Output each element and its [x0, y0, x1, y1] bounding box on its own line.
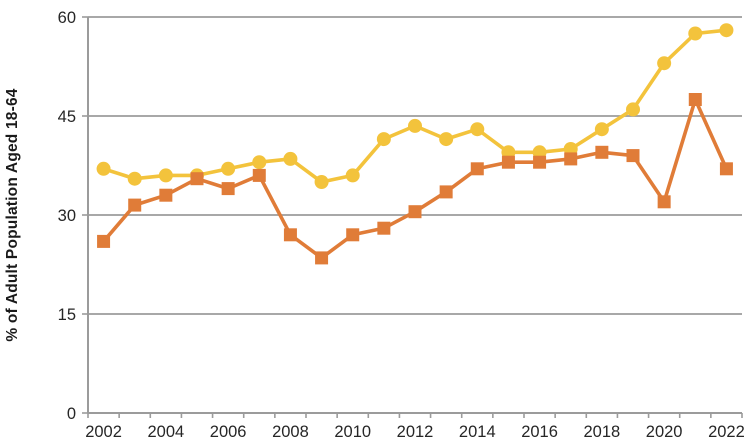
axes [82, 16, 743, 418]
series-orange-squares-marker-2015 [501, 155, 515, 169]
series-yellow-circles-marker-2022 [719, 23, 734, 38]
series-orange-squares-marker-2020 [657, 195, 671, 209]
x-tick-label-2006: 2006 [210, 423, 247, 441]
series-yellow-circles-marker-2019 [626, 102, 640, 117]
series-yellow-circles-marker-2011 [376, 132, 391, 147]
x-tick-label-2014: 2014 [459, 423, 496, 441]
series-orange-squares-marker-2006 [221, 182, 235, 196]
series-yellow-circles-marker-2008 [283, 151, 298, 166]
series-yellow-circles-marker-2006 [221, 161, 236, 176]
y-tick-label-60: 60 [58, 9, 76, 27]
series-yellow-circles-marker-2021 [688, 26, 703, 41]
series-yellow-circles-marker-2002 [96, 161, 111, 176]
series-yellow-circles-marker-2012 [408, 118, 422, 133]
y-tick-label-0: 0 [67, 405, 76, 423]
x-tick-label-2022: 2022 [708, 423, 745, 441]
x-tick-label-2016: 2016 [521, 423, 558, 441]
series-orange-squares-marker-2010 [346, 228, 360, 242]
y-tick-label-30: 30 [58, 207, 76, 225]
series-orange-squares-marker-2017 [564, 152, 578, 166]
series-orange-squares-marker-2018 [595, 145, 609, 159]
x-tick-label-2008: 2008 [272, 423, 309, 441]
series-orange-squares-marker-2007 [252, 168, 266, 182]
series-yellow-circles-marker-2013 [439, 132, 454, 147]
series-orange-squares-marker-2012 [408, 205, 422, 219]
x-tick-label-2018: 2018 [583, 423, 620, 441]
series-orange-squares-marker-2005 [190, 172, 204, 186]
series-orange-squares-marker-2008 [283, 228, 297, 242]
series-yellow-circles-marker-2014 [470, 122, 485, 137]
series-orange-squares [97, 93, 733, 265]
series-yellow-circles-marker-2010 [345, 168, 360, 183]
series-yellow-circles-marker-2018 [594, 122, 609, 137]
series-yellow-circles-marker-2020 [657, 56, 672, 71]
x-tick-labels: 2002 2004 2006 2008 2010 2012 2014 2016 2018 2020… [85, 423, 745, 441]
x-tick-label-2020: 2020 [646, 423, 683, 441]
y-tick-label-15: 15 [58, 306, 76, 324]
series-orange-squares-marker-2004 [159, 188, 173, 202]
series-orange-squares-marker-2009 [315, 251, 329, 265]
series-orange-squares-marker-2003 [128, 198, 142, 212]
series-orange-squares-marker-2016 [533, 155, 547, 169]
y-tick-labels: 0 15 30 45 60 [58, 9, 76, 423]
series-orange-squares-marker-2022 [719, 162, 733, 176]
x-tick-label-2012: 2012 [397, 423, 434, 441]
y-axis-title: % of Adult Population Aged 18-64 [4, 88, 21, 342]
series-yellow-circles-marker-2003 [127, 171, 142, 186]
y-tick-label-45: 45 [58, 108, 76, 126]
series-orange-squares-marker-2011 [377, 221, 391, 235]
gridlines [88, 16, 742, 315]
x-tick-label-2010: 2010 [334, 423, 371, 441]
x-tick-label-2004: 2004 [147, 423, 184, 441]
series-yellow-circles-marker-2007 [252, 155, 267, 170]
series-yellow-circles-marker-2004 [158, 168, 173, 183]
series-yellow-circles-marker-2009 [314, 175, 329, 189]
series-orange-squares-marker-2019 [626, 149, 640, 163]
series-orange-squares-marker-2013 [439, 185, 453, 199]
series-orange-squares-marker-2021 [688, 93, 702, 106]
series-orange-squares-marker-2002 [97, 234, 111, 248]
x-tick-label-2002: 2002 [85, 423, 122, 441]
series-orange-squares-marker-2014 [470, 162, 484, 176]
